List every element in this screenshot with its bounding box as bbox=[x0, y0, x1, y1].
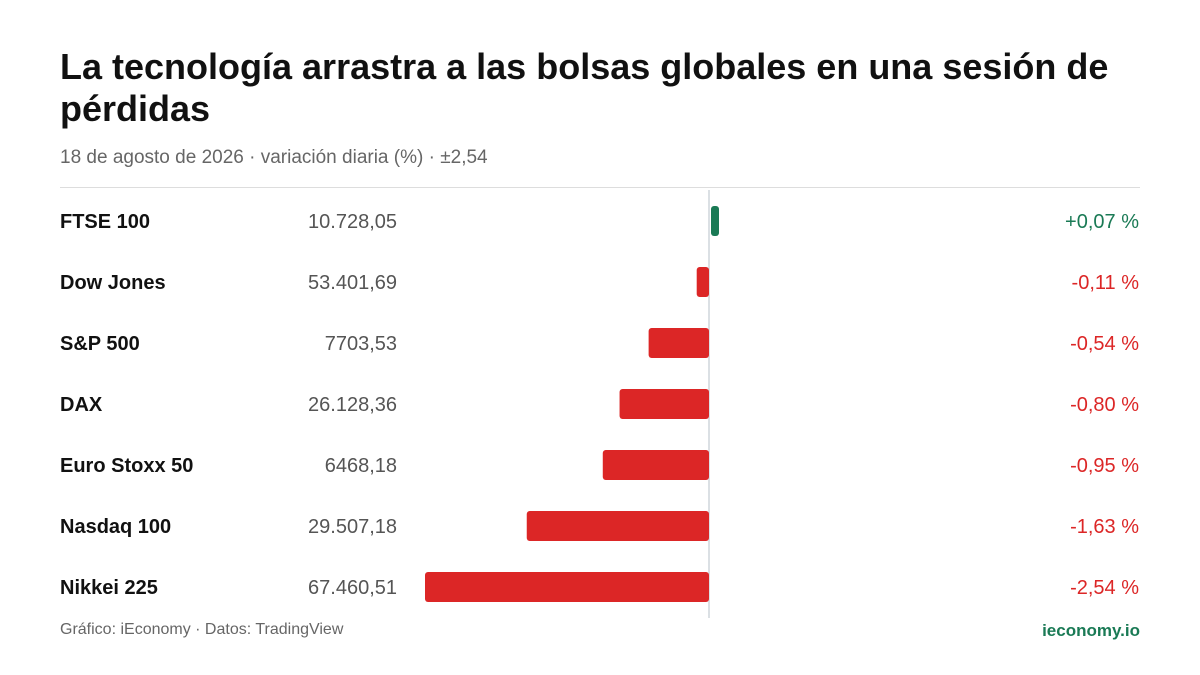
row-label: FTSE 100 bbox=[60, 211, 150, 233]
bar bbox=[696, 267, 709, 297]
change-label: -0,11 % bbox=[1072, 272, 1140, 294]
chart-title: La tecnología arrastra a las bolsas glob… bbox=[60, 46, 1109, 129]
index-value: 10.728,05 bbox=[308, 211, 397, 233]
bar bbox=[425, 572, 709, 602]
source-note: Gráfico: iEconomy · Datos: TradingView bbox=[60, 621, 344, 638]
row-label: DAX bbox=[60, 394, 103, 416]
change-label: -0,54 % bbox=[1070, 333, 1139, 355]
bar bbox=[619, 389, 709, 419]
index-value: 7703,53 bbox=[325, 333, 397, 355]
change-label: -1,63 % bbox=[1070, 516, 1139, 538]
index-value: 6468,18 bbox=[325, 455, 397, 477]
bar bbox=[711, 206, 719, 236]
index-value: 53.401,69 bbox=[308, 272, 397, 294]
row-label: S&P 500 bbox=[60, 333, 140, 355]
index-value: 26.128,36 bbox=[308, 394, 397, 416]
change-label: -0,95 % bbox=[1070, 455, 1139, 477]
bar bbox=[526, 511, 709, 541]
header-divider bbox=[60, 187, 1140, 188]
index-value: 67.460,51 bbox=[308, 577, 397, 599]
change-label: -2,54 % bbox=[1070, 577, 1139, 599]
change-label: -0,80 % bbox=[1070, 394, 1139, 416]
row-label: Dow Jones bbox=[60, 272, 166, 294]
bar bbox=[602, 450, 709, 480]
chart-subtitle: 18 de agosto de 2026 · variación diaria … bbox=[60, 147, 488, 168]
row-label: Euro Stoxx 50 bbox=[60, 455, 193, 477]
change-label: +0,07 % bbox=[1065, 211, 1139, 233]
index-value: 29.507,18 bbox=[308, 516, 397, 538]
bar bbox=[648, 328, 709, 358]
row-label: Nikkei 225 bbox=[60, 577, 158, 599]
brand-link[interactable]: ieconomy.io bbox=[1042, 621, 1140, 640]
row-label: Nasdaq 100 bbox=[60, 516, 171, 538]
